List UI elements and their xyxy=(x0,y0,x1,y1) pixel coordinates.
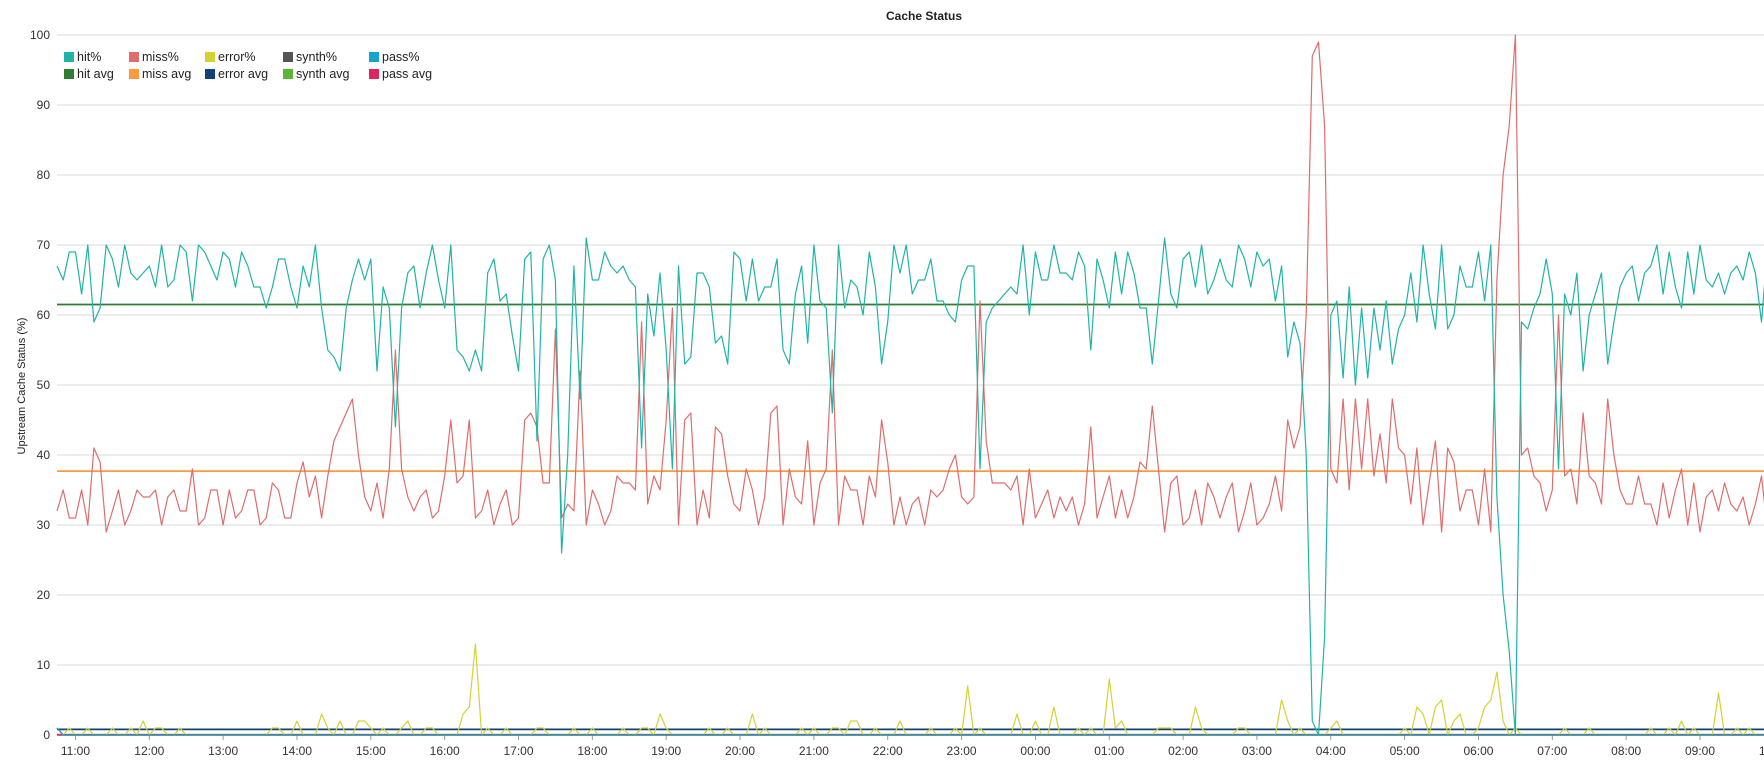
grid xyxy=(57,34,1764,736)
x-tick-label: 00:00 xyxy=(1020,744,1050,758)
series-hit-pct-line xyxy=(56,237,1764,736)
x-tick-label: 04:00 xyxy=(1316,744,1346,758)
x-tick-label: 05:00 xyxy=(1390,744,1420,758)
legend-label-hit-avg: hit avg xyxy=(77,67,114,81)
legend-swatch-miss-pct xyxy=(129,52,139,62)
legend-swatch-miss-avg xyxy=(129,69,139,79)
legend-label-hit-pct: hit% xyxy=(77,50,101,64)
x-tick-label: 18:00 xyxy=(577,744,607,758)
legend-label-error-pct: error% xyxy=(218,50,256,64)
x-tick-label: 01:00 xyxy=(1094,744,1124,758)
legend-swatch-synth-pct xyxy=(283,52,293,62)
y-tick-label: 70 xyxy=(37,238,51,252)
x-tick-label: 07:00 xyxy=(1537,744,1567,758)
x-tick-label: 11:00 xyxy=(61,744,90,758)
y-tick-label: 80 xyxy=(37,168,51,182)
series-miss-pct-line xyxy=(56,34,1764,533)
legend-label-synth-avg: synth avg xyxy=(296,67,350,81)
legend-swatch-error-pct xyxy=(205,52,215,62)
x-tick-label: 03:00 xyxy=(1242,744,1272,758)
y-tick-label: 40 xyxy=(37,448,51,462)
x-tick-label: 16:00 xyxy=(430,744,460,758)
x-tick-label: 13:00 xyxy=(208,744,238,758)
x-tick-label: 02:00 xyxy=(1168,744,1198,758)
y-tick-label: 10 xyxy=(37,658,51,672)
x-tick-label: 14:00 xyxy=(282,744,312,758)
x-tick-label: 23:00 xyxy=(947,744,977,758)
x-tick-label: 15:00 xyxy=(356,744,386,758)
x-tick-label: 21:00 xyxy=(799,744,829,758)
x-tick-label: 09:00 xyxy=(1685,744,1715,758)
y-tick-label: 50 xyxy=(37,378,51,392)
chart-title: Cache Status xyxy=(886,9,962,23)
legend-label-pass-pct: pass% xyxy=(382,50,420,64)
x-tick-label: 19:00 xyxy=(651,744,681,758)
legend-label-error-avg: error avg xyxy=(218,67,268,81)
legend-label-synth-pct: synth% xyxy=(296,50,337,64)
y-axis-ticks: 0 10 20 30 40 50 60 70 80 90 100 xyxy=(30,28,50,742)
y-tick-label: 60 xyxy=(37,308,51,322)
series-pass-pct-line xyxy=(56,727,1764,736)
legend-swatch-hit-pct xyxy=(64,52,74,62)
series-error-pct-line xyxy=(56,643,1764,736)
legend-swatch-pass-pct xyxy=(369,52,379,62)
legend-swatch-hit-avg xyxy=(64,69,74,79)
y-tick-label: 30 xyxy=(37,518,51,532)
x-tick-label: 06:00 xyxy=(1463,744,1493,758)
legend-label-pass-avg: pass avg xyxy=(382,67,432,81)
y-tick-label: 100 xyxy=(30,28,50,42)
legend-label-miss-avg: miss avg xyxy=(142,67,191,81)
x-tick-label: 08:00 xyxy=(1611,744,1641,758)
x-tick-label: 22:00 xyxy=(873,744,903,758)
y-tick-label: 20 xyxy=(37,588,51,602)
legend-swatch-pass-avg xyxy=(369,69,379,79)
x-tick-label: 12:00 xyxy=(134,744,164,758)
legend-label-miss-pct: miss% xyxy=(142,50,179,64)
y-axis-label: Upstream Cache Status (%) xyxy=(16,318,28,455)
y-tick-label: 90 xyxy=(37,98,51,112)
x-tick-label: 17:00 xyxy=(504,744,534,758)
x-tick-label: 20:00 xyxy=(725,744,755,758)
y-tick-label: 0 xyxy=(43,728,50,742)
legend: hit% miss% error% synth% pass% hit avg miss av… xyxy=(64,50,432,81)
x-tick-label: 10:00 xyxy=(1759,744,1764,758)
x-axis-ticks: 11:00 12:00 13:00 14:00 15:00 16:00 17:00 18:00… xyxy=(61,735,1764,758)
legend-swatch-synth-avg xyxy=(283,69,293,79)
series-lines xyxy=(56,34,1764,736)
legend-swatch-error-avg xyxy=(205,69,215,79)
